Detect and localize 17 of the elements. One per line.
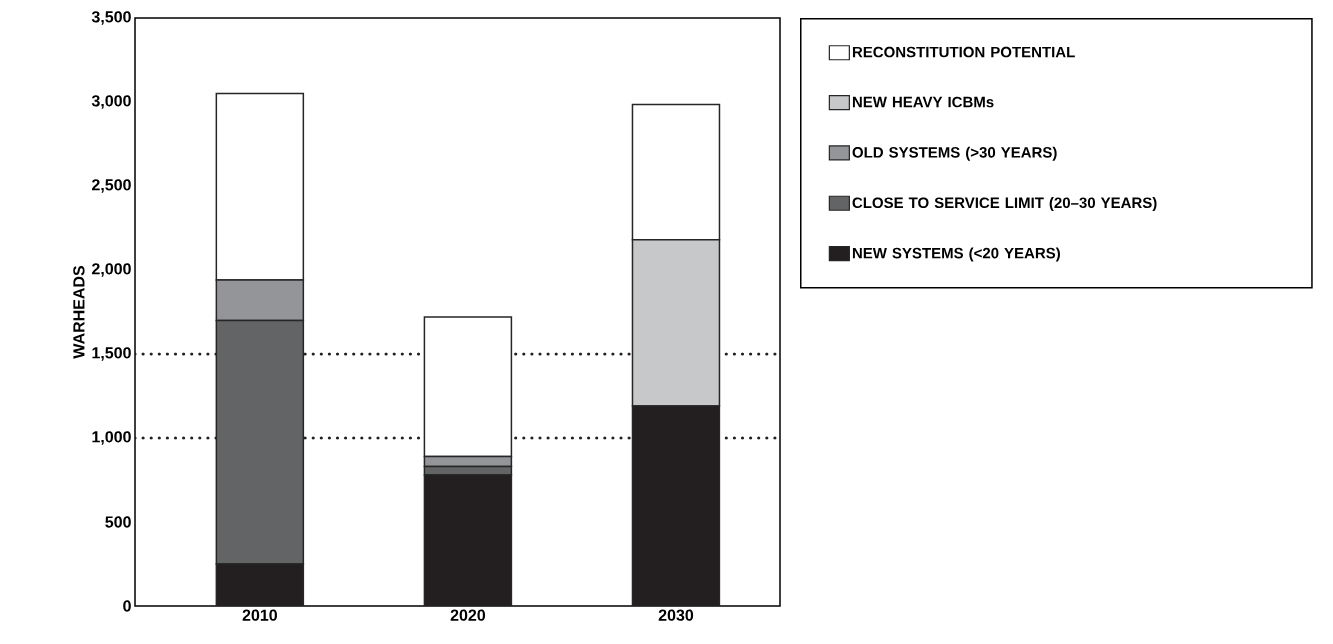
x-tick-label: 2020 [450,609,486,621]
legend-label: NEW SYSTEMS (<20 YEARS) [852,247,1060,262]
y-tick-label: 2,500 [91,179,131,193]
y-tick-label: 1,500 [92,347,131,361]
y-tick-label: 3,000 [91,95,131,109]
legend-label: OLD SYSTEMS (>30 YEARS) [852,146,1057,161]
legend-label: CLOSE TO SERVICE LIMIT (20–30 YEARS) [852,197,1157,212]
y-tick-label: 0 [123,600,131,612]
y-tick-label: 3,500 [91,11,131,25]
x-tick-label: 2010 [242,609,277,621]
y-tick-label: 1,000 [92,431,131,445]
y-axis-title: WARHEADS [73,265,85,359]
y-tick-label: 500 [105,516,131,528]
y-tick-label: 2,000 [91,263,131,277]
x-tick-label: 2030 [658,609,694,621]
legend-label: RECONSTITUTION POTENTIAL [852,46,1075,58]
legend-label: NEW HEAVY ICBMs [852,96,994,108]
